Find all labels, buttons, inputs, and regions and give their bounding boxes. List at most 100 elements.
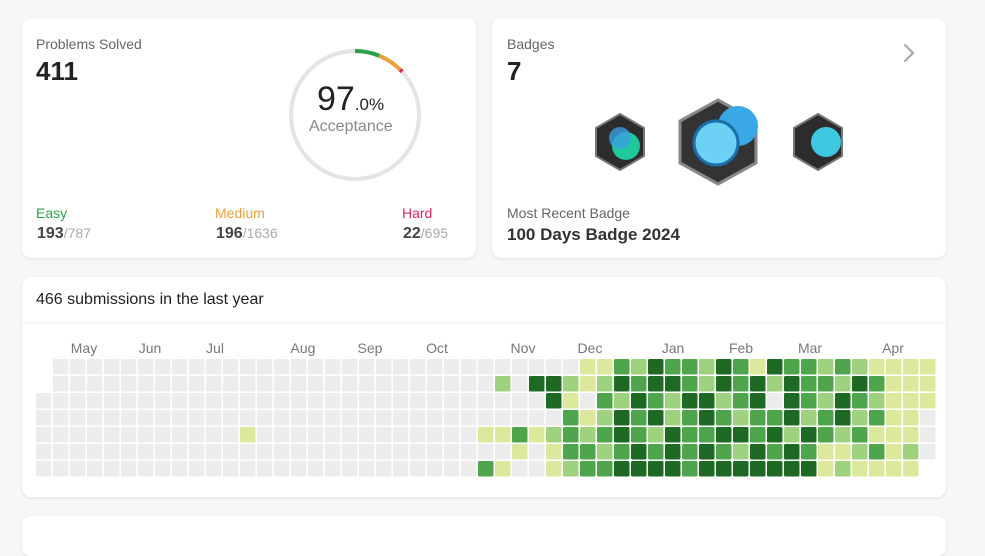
heatmap-cell [529, 427, 545, 443]
heatmap-cell [835, 359, 851, 375]
heatmap-cell [716, 410, 732, 426]
heatmap-cell [801, 427, 817, 443]
heatmap-cell [342, 427, 358, 443]
heatmap-cell [104, 461, 120, 477]
heatmap-cell [444, 427, 460, 443]
chevron[interactable] [903, 43, 915, 63]
heatmap-cell [750, 359, 766, 375]
heatmap-cell [70, 393, 86, 409]
heatmap-cell [716, 427, 732, 443]
heatmap-cell [835, 376, 851, 392]
heatmap-cell [835, 461, 851, 477]
heatmap-cell [580, 461, 596, 477]
heatmap-cell [886, 359, 902, 375]
heatmap-cell [121, 427, 137, 443]
heatmap-cell [308, 359, 324, 375]
heatmap-cell [495, 461, 511, 477]
heatmap-cell [869, 410, 885, 426]
heatmap-cell [835, 444, 851, 460]
heatmap-cell [716, 393, 732, 409]
heatmap-cell [155, 410, 171, 426]
level-solved: 193 [37, 225, 64, 242]
heatmap-cell [920, 410, 936, 426]
heatmap-cell [563, 359, 579, 375]
heatmap-cell [53, 393, 69, 409]
heatmap-cell [614, 393, 630, 409]
ring-arc [378, 53, 402, 72]
heatmap-cell [699, 444, 715, 460]
page: May Jun Jul Aug Sep Oct Nov Dec Jan Feb Mar Apr Pro… [22, 36, 946, 477]
heatmap-cell [597, 427, 613, 443]
heatmap-cell [291, 376, 307, 392]
heatmap-cell [461, 444, 477, 460]
heatmap-cell [172, 461, 188, 477]
heatmap-cell [886, 427, 902, 443]
heatmap-cell [325, 444, 341, 460]
heatmap-cell [716, 376, 732, 392]
heatmap-cell [223, 393, 239, 409]
heatmap-cell [767, 427, 783, 443]
heatmap-cell [495, 393, 511, 409]
heatmap-cell [189, 359, 205, 375]
heatmap-cell [580, 376, 596, 392]
heatmap-cell [699, 461, 715, 477]
heatmap-cell [36, 461, 52, 477]
heatmap-cell [563, 393, 579, 409]
heatmap-cell [189, 393, 205, 409]
graphics: May Jun Jul Aug Sep Oct Nov Dec Jan Feb Mar Apr [22, 43, 946, 477]
heatmap-cell [835, 427, 851, 443]
heatmap-cell [784, 461, 800, 477]
heatmap-cell [818, 359, 834, 375]
heatmap-cell [614, 376, 630, 392]
heatmap-cell [121, 444, 137, 460]
heatmap-cell [172, 376, 188, 392]
heatmap-cell [172, 393, 188, 409]
level-count: 196/1636 [216, 225, 278, 243]
heatmap-cell [427, 393, 443, 409]
heatmap-cell [206, 376, 222, 392]
heatmap-cell [70, 444, 86, 460]
heatmap-cell [291, 461, 307, 477]
heatmap-cell [512, 427, 528, 443]
heatmap-cell [920, 444, 936, 460]
heatmap-cell [767, 444, 783, 460]
heatmap-cell [767, 461, 783, 477]
heatmap-cell [495, 444, 511, 460]
heatmap-cell [257, 393, 273, 409]
heatmap-cell [410, 376, 426, 392]
heatmap-cell [36, 444, 52, 460]
heatmap-cell [461, 410, 477, 426]
heatmap-cell [699, 359, 715, 375]
heatmap-cell [87, 461, 103, 477]
heatmap-cell [53, 461, 69, 477]
heatmap-cell [852, 359, 868, 375]
heatmap-cell [835, 393, 851, 409]
heatmap-cell [869, 359, 885, 375]
month-label: Aug [291, 340, 316, 356]
heatmap-cell [478, 393, 494, 409]
heatmap-cell [53, 359, 69, 375]
heatmap-cell [903, 393, 919, 409]
heatmap-cell [886, 376, 902, 392]
heatmap-cell [682, 461, 698, 477]
heatmap-cell [53, 410, 69, 426]
heatmap-cell [53, 427, 69, 443]
heatmap-cell [87, 359, 103, 375]
heatmap-cell [70, 376, 86, 392]
heatmap-cell [155, 393, 171, 409]
heatmap-cell [869, 427, 885, 443]
heatmap-cell [172, 359, 188, 375]
heatmap-cell [886, 393, 902, 409]
heatmap-cell [87, 393, 103, 409]
heatmap-cell [359, 461, 375, 477]
heatmap-cell [104, 376, 120, 392]
month-label: Jan [662, 340, 685, 356]
heatmap-cell [121, 359, 137, 375]
ring-arc [354, 49, 381, 58]
heatmap-cell [325, 410, 341, 426]
heatmap-cell [648, 410, 664, 426]
heatmap-cell [733, 359, 749, 375]
heatmap-cell [546, 359, 562, 375]
heatmap-cell [478, 427, 494, 443]
heatmap-cell [699, 427, 715, 443]
